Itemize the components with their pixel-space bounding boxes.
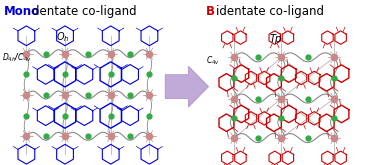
Text: $O_h$: $O_h$: [56, 30, 70, 44]
FancyArrow shape: [165, 66, 209, 107]
Text: $C_{4v}$: $C_{4v}$: [206, 55, 220, 67]
Text: $D_{4h}$/$C_{4v}$: $D_{4h}$/$C_{4v}$: [2, 51, 31, 64]
Text: B: B: [206, 5, 215, 18]
Text: Mono: Mono: [4, 5, 40, 18]
Text: identate co-ligand: identate co-ligand: [216, 5, 324, 18]
Text: dentate co-ligand: dentate co-ligand: [32, 5, 137, 18]
Text: $Tp$: $Tp$: [269, 32, 283, 46]
